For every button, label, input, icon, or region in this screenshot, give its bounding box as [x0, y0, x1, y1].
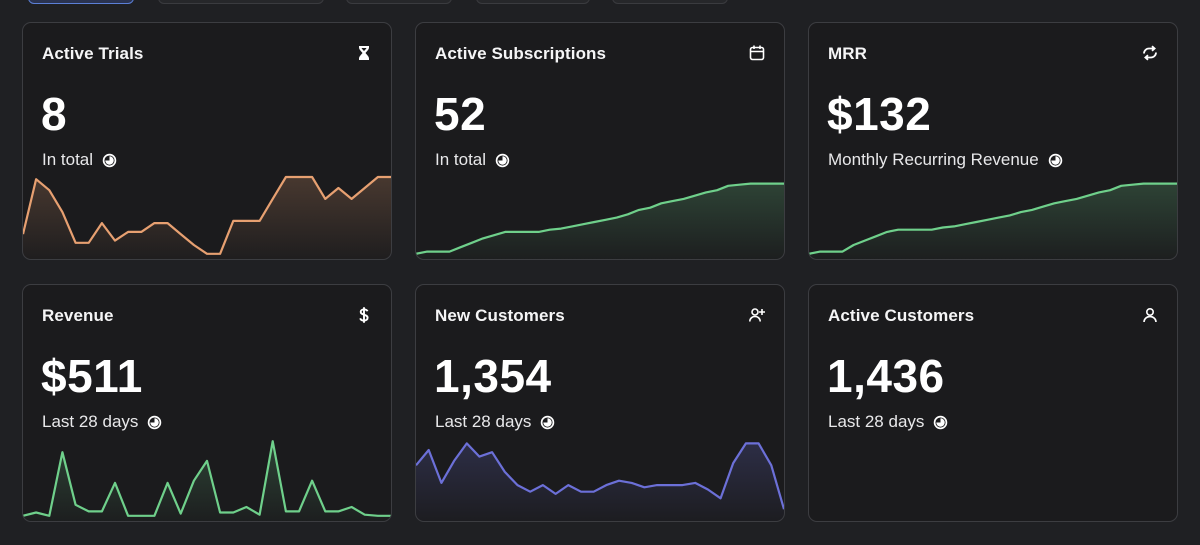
card-title: MRR [828, 44, 868, 63]
card-title: Active Subscriptions [435, 44, 607, 63]
filter-pill[interactable] [158, 0, 324, 4]
hourglass-icon [359, 46, 369, 60]
sparkline-chart [23, 440, 391, 521]
metric-card-active-trials[interactable]: Active Trials 8 In total [22, 22, 392, 260]
dollar-icon [359, 307, 369, 323]
history-icon[interactable] [495, 153, 510, 168]
metric-card-mrr[interactable]: MRR $132 Monthly Recurring Revenue [808, 22, 1178, 260]
card-title: Active Customers [828, 306, 975, 325]
sparkline-chart [809, 433, 1177, 521]
history-icon[interactable] [540, 415, 555, 430]
filter-pill[interactable] [346, 0, 452, 4]
metric-value: 1,436 [827, 350, 945, 402]
metric-value: 1,354 [434, 350, 552, 402]
refresh-icon [1143, 45, 1157, 61]
metric-card-new-customers[interactable]: New Customers 1,354 Last 28 days [415, 284, 785, 522]
card-title: Active Trials [42, 44, 144, 63]
sparkline-line [23, 440, 391, 517]
metric-value: 8 [41, 88, 68, 140]
user-plus-icon [749, 308, 765, 322]
metric-subtitle: Last 28 days [828, 412, 925, 431]
metric-subtitle: Last 28 days [435, 412, 532, 431]
sparkline-area [23, 441, 391, 521]
top-filter-bar [0, 0, 1200, 4]
metric-card-active-customers[interactable]: Active Customers 1,436 Last 28 days [808, 284, 1178, 522]
metric-subtitle: In total [42, 150, 94, 169]
sparkline-line [809, 182, 1177, 255]
card-title: New Customers [435, 306, 565, 325]
metric-value: $132 [827, 88, 932, 140]
history-icon[interactable] [1048, 153, 1063, 168]
history-icon[interactable] [147, 415, 162, 430]
sparkline-chart [416, 442, 784, 521]
metric-value: 52 [434, 88, 487, 140]
metric-card-active-subscriptions[interactable]: Active Subscriptions 52 In total [415, 22, 785, 260]
sparkline-area [23, 177, 391, 259]
metric-subtitle: In total [435, 150, 487, 169]
filter-pill-active[interactable] [28, 0, 134, 4]
metric-subtitle: Monthly Recurring Revenue [828, 150, 1039, 169]
sparkline-line [416, 182, 784, 255]
user-icon [1143, 307, 1157, 323]
calendar-icon [749, 45, 765, 61]
sparkline-chart [809, 182, 1177, 259]
metric-subtitle: Last 28 days [42, 412, 139, 431]
sparkline-line [416, 442, 784, 510]
sparkline-line [23, 175, 391, 255]
sparkline-area [809, 183, 1177, 259]
history-icon[interactable] [933, 415, 948, 430]
sparkline-chart [416, 182, 784, 259]
filter-pill[interactable] [476, 0, 590, 4]
sparkline-chart [23, 175, 391, 259]
history-icon[interactable] [102, 153, 117, 168]
filter-pill[interactable] [612, 0, 728, 4]
metric-value: $511 [41, 350, 143, 402]
card-title: Revenue [42, 306, 114, 325]
metric-card-revenue[interactable]: Revenue $511 Last 28 days [22, 284, 392, 522]
sparkline-area [416, 443, 784, 521]
